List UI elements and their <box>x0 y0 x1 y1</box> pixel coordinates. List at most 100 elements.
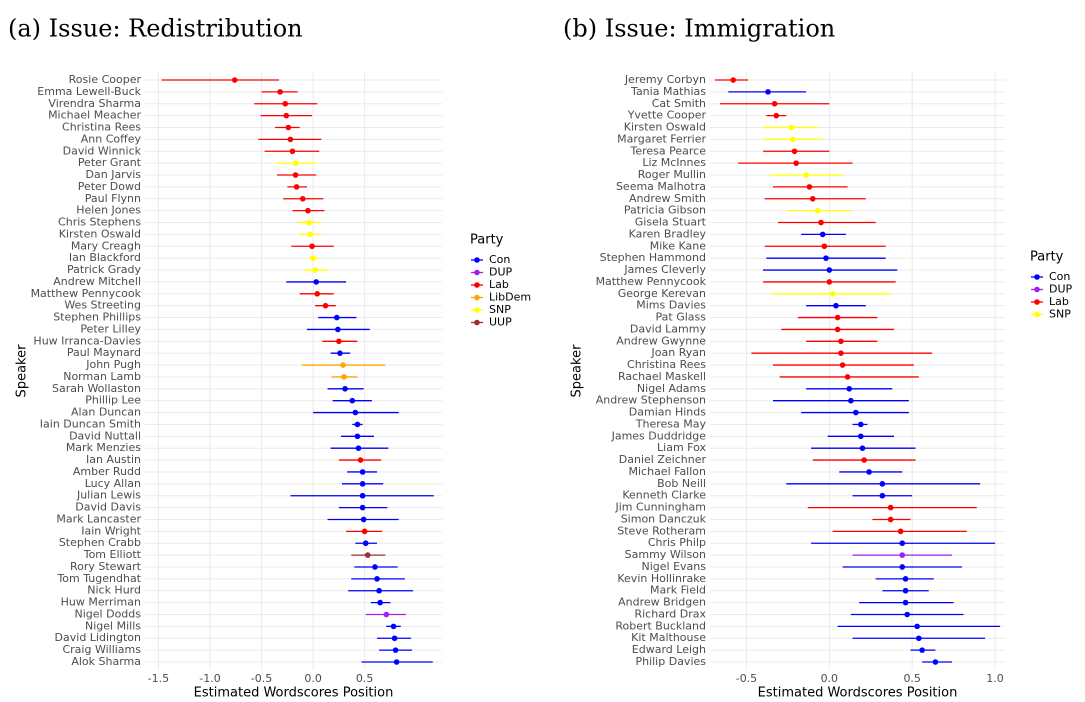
point <box>826 267 833 273</box>
point <box>879 492 886 499</box>
legend-label: SNP <box>489 303 511 316</box>
y-tick-label: Chris Philp <box>648 536 706 549</box>
point <box>282 100 289 107</box>
y-tick-label: Theresa May <box>635 417 707 430</box>
point <box>299 195 306 202</box>
point <box>902 587 909 594</box>
y-tick-label: Michael Fallon <box>629 465 707 478</box>
y-tick-label: John Pugh <box>85 358 141 371</box>
point <box>359 481 366 487</box>
point <box>293 184 300 190</box>
y-tick-label: Amber Rudd <box>73 465 141 478</box>
y-tick-label: Rory Stewart <box>70 560 142 573</box>
point <box>773 112 780 119</box>
y-tick-label: Wes Streeting <box>64 299 141 312</box>
point <box>362 540 369 547</box>
x-axis-title: Estimated Wordscores Position <box>194 686 394 701</box>
y-tick-label: Rachael Maskell <box>618 370 706 383</box>
legend-label: Lab <box>1049 295 1069 308</box>
y-tick-label: Sarah Wollaston <box>52 382 141 395</box>
point <box>359 504 366 511</box>
y-tick-label: Mark Menzies <box>66 441 141 454</box>
point <box>391 635 398 642</box>
point <box>359 492 366 499</box>
y-tick-label: Roger Mullin <box>638 168 706 181</box>
y-tick-label: Ian Blackford <box>69 251 141 264</box>
legend-swatch <box>474 307 480 313</box>
y-tick-label: Philip Davies <box>635 655 706 668</box>
legend-label: UUP <box>489 316 512 329</box>
point <box>858 433 864 440</box>
y-tick-label: Seema Malhotra <box>616 180 706 193</box>
y-tick-label: Nick Hurd <box>87 584 141 597</box>
point <box>809 195 816 202</box>
y-tick-label: Richard Drax <box>634 607 706 620</box>
y-tick-label: Ian Austin <box>86 453 141 466</box>
y-tick-label: Damian Hinds <box>629 406 706 419</box>
y-tick-label: Andrew Stephenson <box>596 394 706 407</box>
y-tick-label: Pat Glass <box>656 311 707 324</box>
point <box>341 374 347 380</box>
point <box>919 647 925 653</box>
y-tick-label: Alok Sharma <box>71 655 141 668</box>
x-tick-label: -0.5 <box>736 672 757 685</box>
y-tick-label: Stephen Crabb <box>59 536 141 549</box>
legend-swatch <box>1034 286 1040 293</box>
point <box>354 433 361 440</box>
legend-title: Party <box>470 233 504 248</box>
point <box>359 469 366 475</box>
point <box>861 457 867 463</box>
point <box>383 611 390 618</box>
point <box>829 290 836 297</box>
y-tick-label: David Davis <box>75 501 141 514</box>
y-tick-label: Mary Creagh <box>71 239 141 252</box>
y-tick-label: Alan Duncan <box>71 406 141 419</box>
y-tick-label: Paul Maynard <box>67 346 141 359</box>
y-tick-label: Sammy Wilson <box>625 548 706 561</box>
y-tick-label: Kenneth Clarke <box>622 489 706 502</box>
y-tick-label: Christina Rees <box>62 121 141 134</box>
y-tick-label: Liz McInnes <box>642 156 706 169</box>
point <box>771 100 778 107</box>
y-tick-label: Tania Mathias <box>630 85 706 98</box>
point <box>902 599 909 606</box>
point <box>361 528 368 535</box>
point <box>289 148 296 155</box>
point <box>765 89 771 95</box>
point <box>335 326 341 333</box>
y-tick-label: Helen Jones <box>76 204 141 217</box>
point <box>314 290 321 297</box>
x-tick-label: 0.5 <box>356 672 374 685</box>
y-tick-label: Margaret Ferrier <box>617 132 706 145</box>
point <box>819 231 826 238</box>
y-tick-label: David Lammy <box>630 322 707 335</box>
point <box>292 160 299 166</box>
y-tick-label: Julian Lewis <box>76 489 141 502</box>
y-tick-label: Iain Duncan Smith <box>40 417 141 430</box>
point <box>914 623 920 630</box>
point <box>283 112 290 119</box>
point <box>357 457 364 463</box>
legend-swatch <box>474 282 480 288</box>
y-tick-label: Teresa Pearce <box>630 144 707 157</box>
y-tick-label: Jim Cunningham <box>614 501 706 514</box>
y-tick-label: Norman Lamb <box>63 370 141 383</box>
legend-swatch <box>1034 299 1040 305</box>
legend-label: SNP <box>1049 308 1071 321</box>
point <box>287 136 294 143</box>
y-tick-label: Jeremy Corbyn <box>624 73 706 86</box>
y-tick-label: Kirsten Oswald <box>624 121 706 134</box>
point <box>390 623 397 630</box>
point <box>337 350 343 356</box>
y-axis-title: Speaker <box>570 344 585 398</box>
y-tick-label: Steve Rotheram <box>617 524 706 537</box>
x-tick-label: 0.5 <box>903 672 921 685</box>
point <box>899 564 906 570</box>
point <box>887 516 894 523</box>
legend-swatch <box>474 294 480 301</box>
y-tick-label: James Cleverly <box>623 263 706 276</box>
chart-title: (b) Issue: Immigration <box>563 15 835 43</box>
y-tick-label: Liam Fox <box>657 441 706 454</box>
x-tick-label: -1.0 <box>199 672 220 685</box>
y-tick-label: Nigel Evans <box>642 560 707 573</box>
